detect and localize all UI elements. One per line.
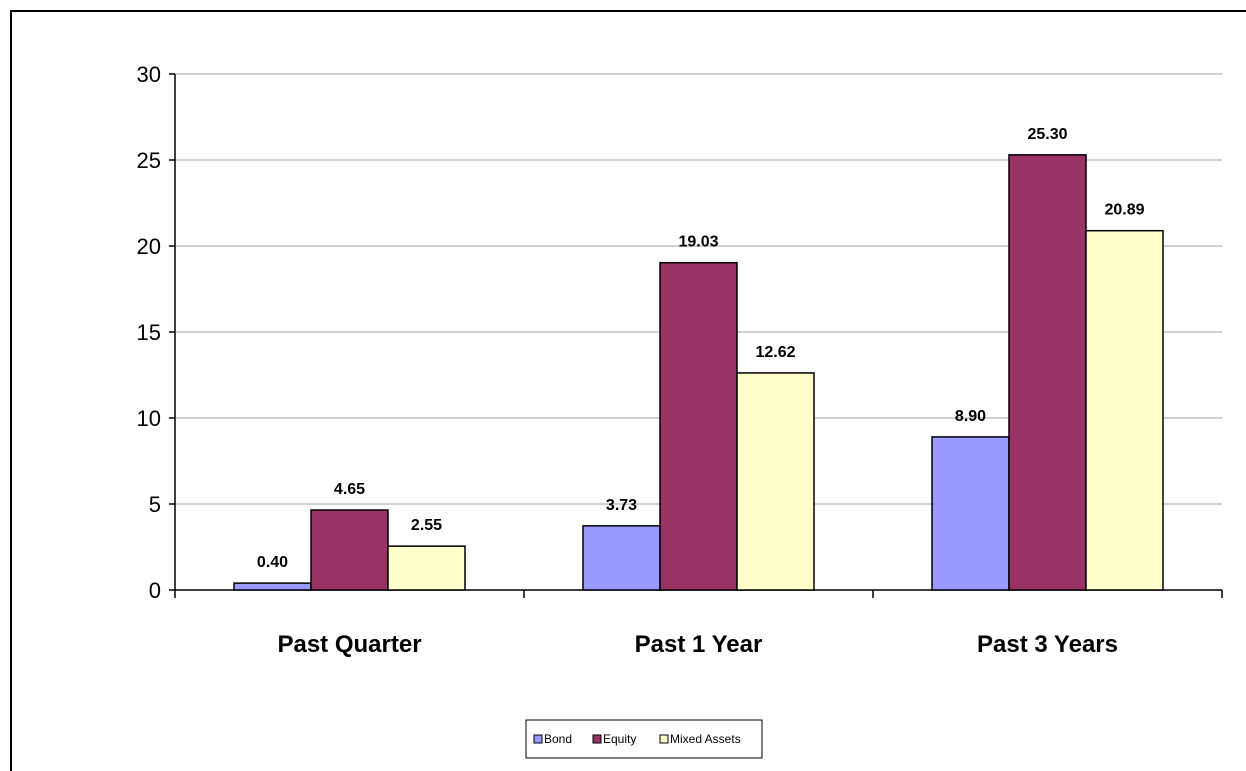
x-category-label: Past 1 Year — [635, 631, 763, 658]
bars — [233, 154, 1164, 591]
legend-swatch — [659, 734, 669, 744]
data-labels: 0.40 4.65 2.55 3.73 19.03 12.62 8.90 25.30 20.89 — [257, 126, 1145, 571]
data-label: 19.03 — [678, 234, 718, 251]
data-label: 20.89 — [1104, 202, 1144, 219]
bar-equity — [310, 509, 389, 591]
bar-equity — [659, 261, 738, 591]
data-label: 25.30 — [1027, 126, 1067, 143]
y-tick-label: 0 — [149, 578, 161, 603]
x-category-label: Past 3 Years — [977, 631, 1118, 658]
legend-swatch — [592, 734, 602, 744]
legend-label: Bond — [544, 732, 572, 746]
x-category-label: Past Quarter — [277, 631, 421, 658]
y-tick-label: 30 — [137, 62, 161, 87]
data-label: 12.62 — [755, 344, 795, 361]
legend-swatch — [533, 734, 543, 744]
y-tick-label: 15 — [137, 320, 161, 345]
y-tick-label: 5 — [149, 492, 161, 517]
legend: Bond Equity Mixed Assets — [525, 719, 763, 759]
y-tick-label: 25 — [137, 148, 161, 173]
bar-equity — [1008, 154, 1087, 591]
bar-bond — [931, 436, 1010, 591]
data-label: 3.73 — [606, 497, 637, 514]
data-label: 8.90 — [955, 408, 986, 425]
y-tick-label: 10 — [137, 406, 161, 431]
bar-bond — [233, 582, 312, 591]
bar-mixed-assets — [1085, 229, 1164, 591]
bar-bond — [582, 525, 661, 591]
bar-mixed-assets — [387, 545, 466, 591]
data-label: 4.65 — [334, 481, 365, 498]
data-label: 2.55 — [411, 517, 442, 534]
legend-box — [525, 719, 763, 759]
y-tick-label: 20 — [137, 234, 161, 259]
data-label: 0.40 — [257, 554, 288, 571]
legend-label: Equity — [603, 732, 636, 746]
legend-label: Mixed Assets — [670, 732, 741, 746]
bar-mixed-assets — [736, 372, 815, 591]
